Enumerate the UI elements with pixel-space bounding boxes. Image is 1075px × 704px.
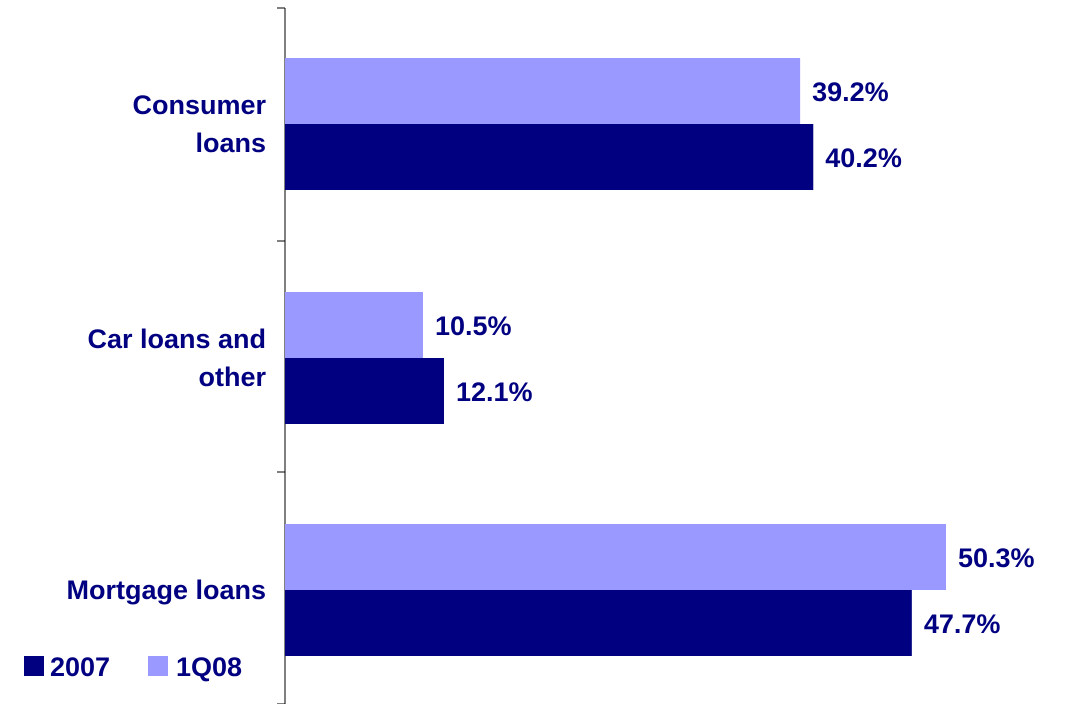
- data-label: 12.1%: [456, 377, 533, 407]
- legend-swatch-1q08: [148, 656, 168, 676]
- data-label: 50.3%: [958, 543, 1035, 573]
- data-label: 40.2%: [825, 143, 902, 173]
- category-label: Consumer loans: [132, 90, 266, 158]
- category-label: Mortgage loans: [66, 575, 266, 605]
- bar-2007-1: [285, 358, 445, 424]
- bar-2007-0: [285, 124, 814, 190]
- category-label: Car loans and other: [87, 324, 266, 392]
- legend-label-1q08: 1Q08: [176, 652, 242, 682]
- legend-swatch-2007: [24, 656, 44, 676]
- bar-2007-2: [285, 590, 912, 656]
- data-label: 47.7%: [924, 609, 1001, 639]
- data-label: 39.2%: [812, 77, 889, 107]
- bar-1q08-0: [285, 58, 801, 124]
- legend-label-2007: 2007: [50, 652, 110, 682]
- bar-1q08-2: [285, 524, 946, 590]
- bar-1q08-1: [285, 292, 423, 358]
- data-label: 10.5%: [435, 311, 512, 341]
